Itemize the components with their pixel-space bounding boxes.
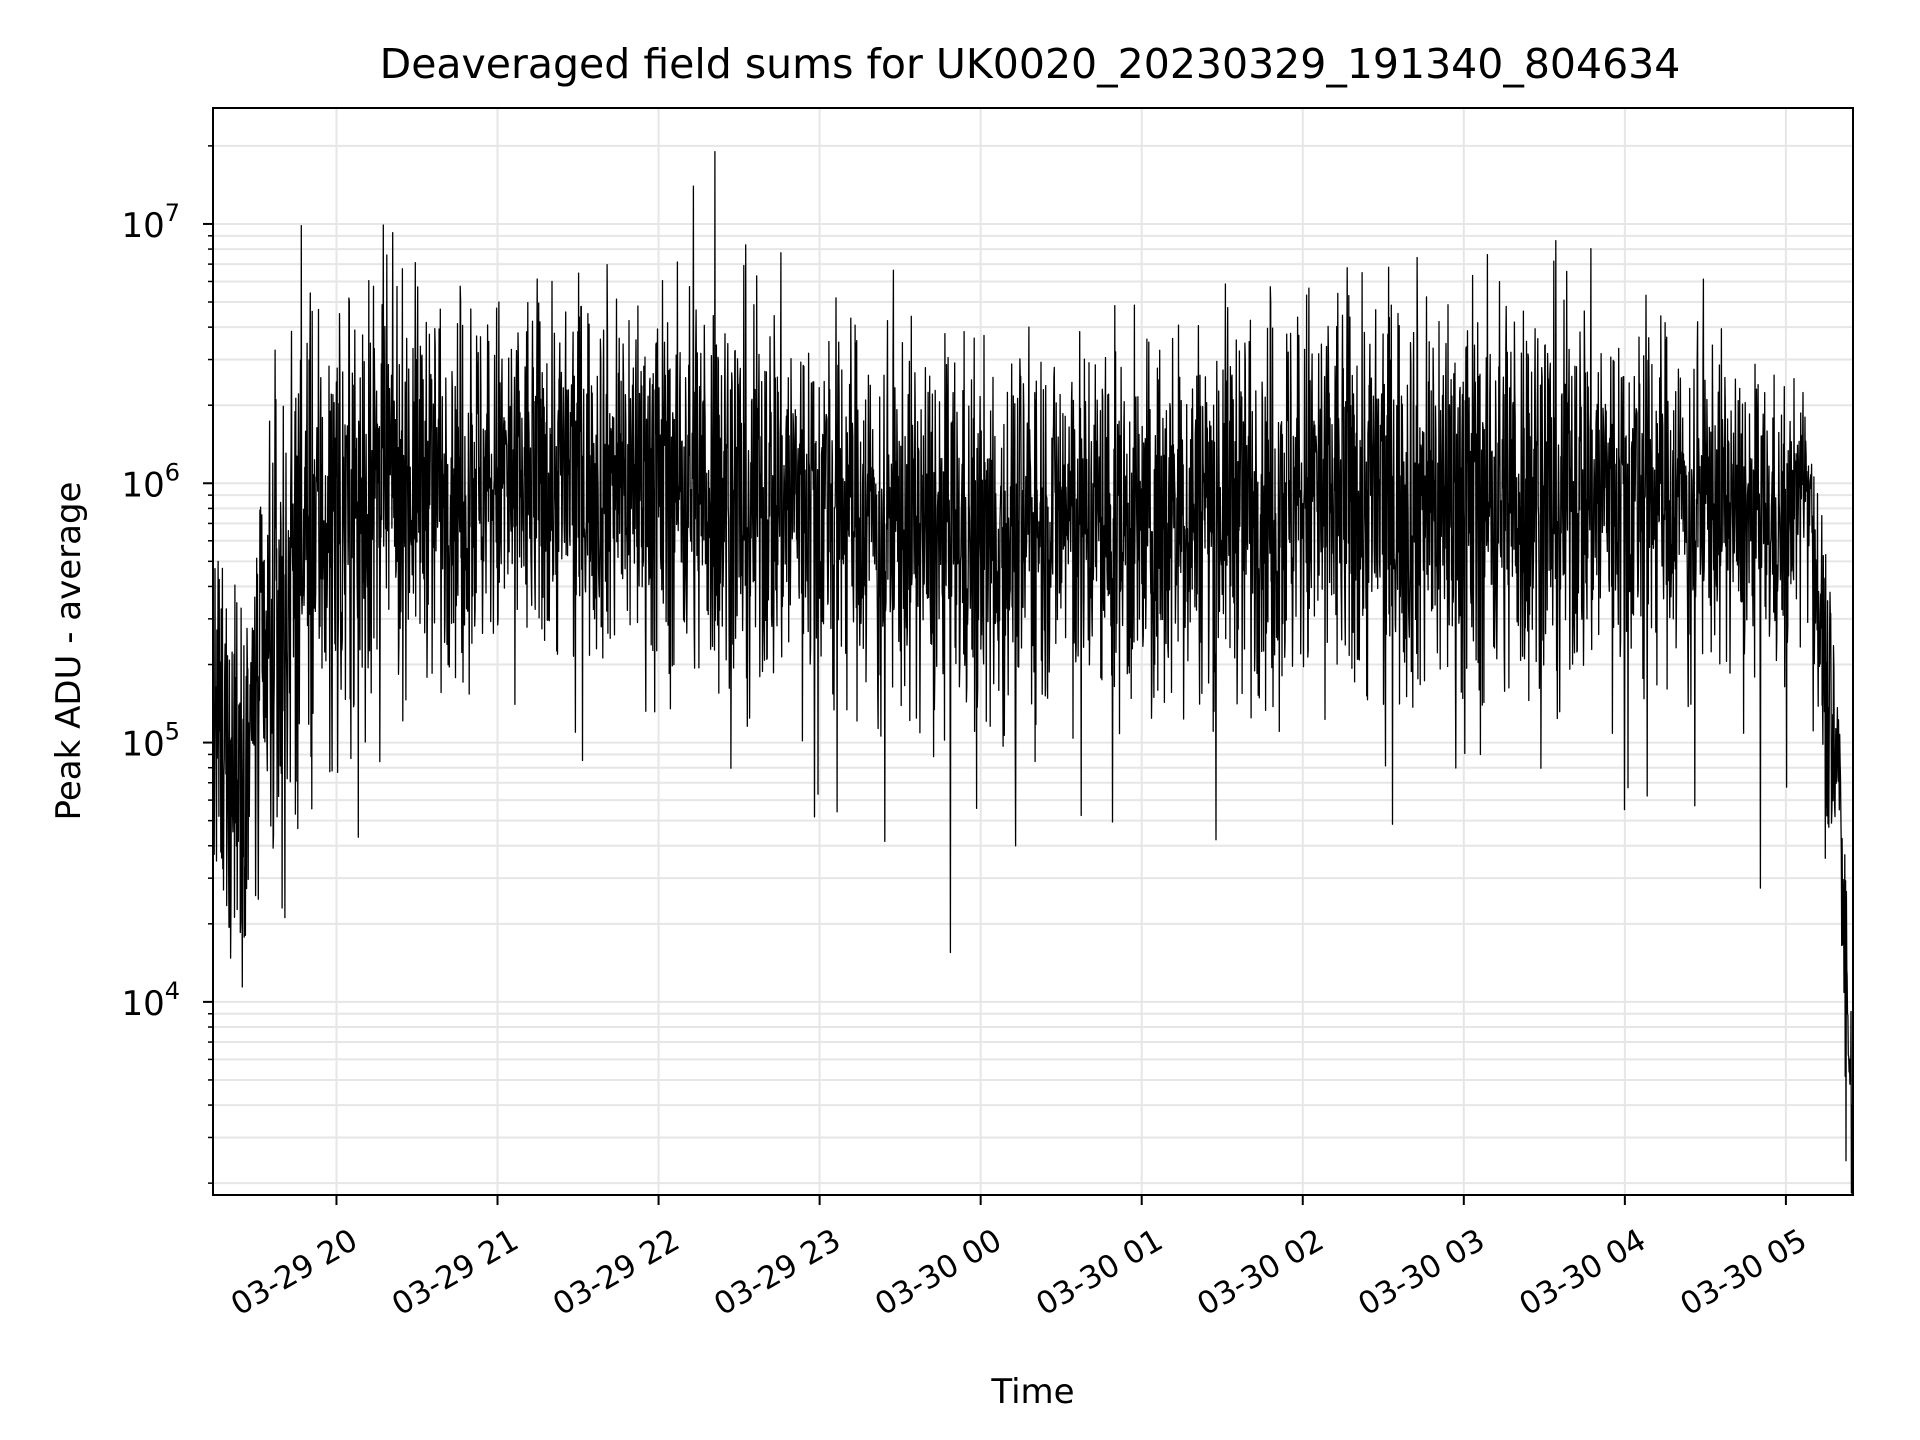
x-tick-label: 03-29 23 — [708, 1222, 847, 1323]
x-tick-label: 03-30 01 — [1030, 1222, 1169, 1323]
y-tick-label: 106 — [121, 458, 180, 505]
y-tick-label: 105 — [121, 718, 180, 765]
x-tick-label: 03-29 22 — [547, 1222, 686, 1323]
x-axis: 03-29 20 03-29 21 03-29 22 03-29 23 03-30 00… — [225, 1195, 1813, 1323]
x-tick-label: 03-29 20 — [225, 1222, 364, 1323]
x-tick-label: 03-29 21 — [386, 1222, 525, 1323]
y-axis-label: Peak ADU - average — [49, 482, 89, 821]
grid-lines — [213, 108, 1853, 1195]
chart-title: Deaveraged field sums for UK0020_2023032… — [380, 40, 1681, 88]
x-tick-label: 03-30 04 — [1513, 1222, 1652, 1323]
series-path — [212, 151, 1854, 1196]
x-tick-label: 03-30 03 — [1352, 1222, 1491, 1323]
x-tick-label: 03-30 00 — [869, 1222, 1008, 1323]
y-axis: 104 105 106 107 — [121, 145, 213, 1184]
x-axis-label: Time — [990, 1372, 1074, 1412]
y-tick-label: 107 — [121, 199, 180, 246]
plot-frame — [212, 107, 1854, 1196]
series-line — [212, 151, 1854, 1196]
x-tick-label: 03-30 02 — [1191, 1222, 1330, 1323]
x-tick-label: 03-30 05 — [1674, 1222, 1813, 1323]
y-tick-label: 104 — [121, 977, 180, 1024]
